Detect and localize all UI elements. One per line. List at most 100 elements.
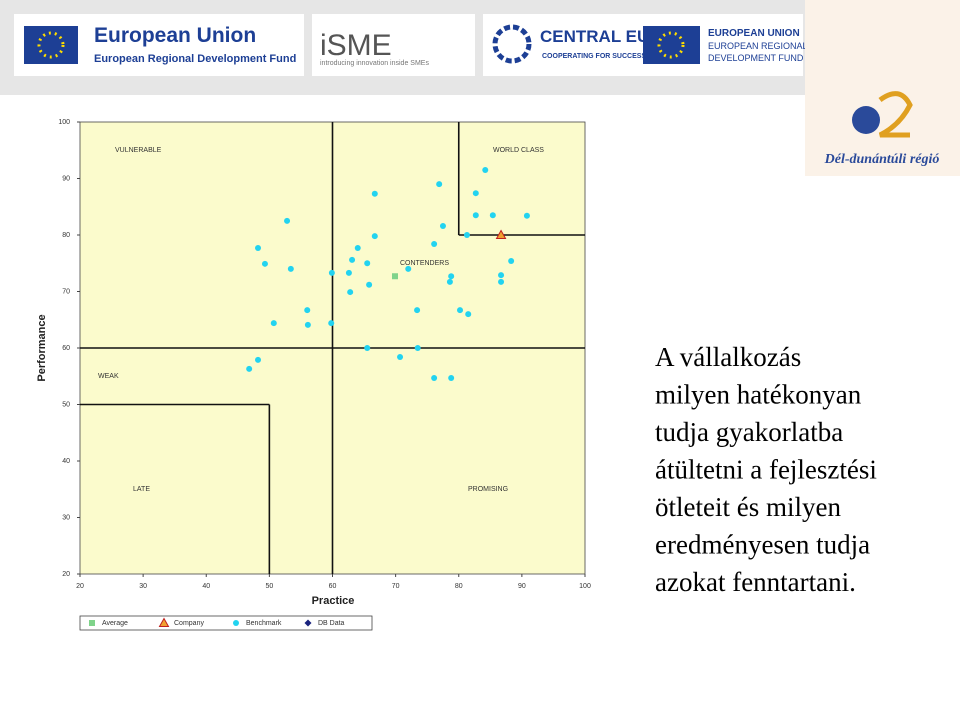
point xyxy=(304,321,311,328)
y-tick-label: 60 xyxy=(62,345,70,352)
logo-box xyxy=(312,14,475,76)
point xyxy=(371,233,378,240)
point xyxy=(482,167,489,174)
eu-stars xyxy=(657,31,685,59)
y-tick-label: 50 xyxy=(62,401,70,408)
point xyxy=(255,356,262,363)
legend-marker xyxy=(158,617,170,627)
ce-emblem xyxy=(492,24,532,64)
point xyxy=(364,260,371,267)
point xyxy=(347,289,354,296)
point xyxy=(431,374,438,381)
legend-label: Average xyxy=(102,620,128,627)
point xyxy=(345,269,352,276)
point xyxy=(349,256,356,263)
body-line: ötleteit és milyen xyxy=(655,492,841,522)
body-line: átültetni a fejlesztési xyxy=(655,455,877,485)
region-label: VULNERABLE xyxy=(115,147,162,154)
logo-title: European Union xyxy=(94,24,256,47)
x-tick-label: 40 xyxy=(202,583,210,590)
point xyxy=(448,273,455,280)
point xyxy=(436,181,443,188)
point xyxy=(465,311,472,318)
y-tick-label: 80 xyxy=(62,232,70,239)
y-tick-label: 40 xyxy=(62,458,70,465)
logo-title: iSME xyxy=(320,29,392,62)
logo-subtitle: COOPERATING FOR SUCCESS. xyxy=(542,53,648,60)
eu-stars xyxy=(37,31,65,59)
body-line: A vállalkozás xyxy=(655,342,801,372)
region-emblem xyxy=(852,106,880,134)
point xyxy=(472,190,479,197)
point xyxy=(498,272,505,279)
logo-text: DEVELOPMENT FUND xyxy=(708,53,804,63)
region-label: WEAK xyxy=(98,373,119,380)
y-tick-label: 20 xyxy=(62,571,70,578)
point xyxy=(287,265,294,272)
y-tick-label: 30 xyxy=(62,514,70,521)
x-tick-label: 60 xyxy=(329,583,337,590)
point xyxy=(270,320,277,327)
point xyxy=(414,345,421,351)
legend-label: Company xyxy=(174,620,204,627)
point xyxy=(255,244,262,251)
point xyxy=(489,212,496,219)
logo-text: EUROPEAN REGIONAL xyxy=(708,41,808,51)
legend-marker xyxy=(233,620,239,626)
body-line: eredményesen tudja xyxy=(655,530,870,560)
point xyxy=(523,212,530,219)
x-tick-label: 80 xyxy=(455,583,463,590)
point xyxy=(472,212,479,219)
x-axis-label: Practice xyxy=(312,595,355,607)
y-tick-label: 70 xyxy=(62,288,70,295)
body-text: A vállalkozás milyen hatékonyan tudja gyak… xyxy=(655,342,877,597)
region-label: CONTENDERS xyxy=(400,260,449,267)
point xyxy=(439,222,446,229)
x-tick-label: 50 xyxy=(265,583,273,590)
body-line: azokat fenntartani. xyxy=(655,567,856,597)
legend-marker xyxy=(89,620,95,626)
point xyxy=(391,273,398,280)
point xyxy=(463,232,470,238)
point xyxy=(495,229,507,239)
point xyxy=(446,278,453,285)
point xyxy=(328,269,335,276)
point xyxy=(284,217,291,224)
point xyxy=(354,244,361,251)
region-label: LATE xyxy=(133,486,150,493)
legend xyxy=(79,615,373,631)
logo-text: EUROPEAN UNION xyxy=(708,28,800,39)
x-tick-label: 90 xyxy=(518,583,526,590)
point xyxy=(405,265,412,272)
body-line: tudja gyakorlatba xyxy=(655,417,843,447)
region-emblem xyxy=(878,91,913,138)
body-line: milyen hatékonyan xyxy=(655,380,862,410)
legend-label: DB Data xyxy=(318,620,345,627)
legend-marker xyxy=(304,619,312,627)
point xyxy=(246,365,253,372)
region-name: Dél-dunántúli régió xyxy=(824,152,940,167)
point xyxy=(457,307,464,314)
x-tick-label: 70 xyxy=(392,583,400,590)
x-tick-label: 20 xyxy=(76,583,84,590)
point xyxy=(371,190,378,197)
x-tick-label: 30 xyxy=(139,583,147,590)
plot: 20 30 40 50 60 70 80 90 100 20 30 40 50 60 70 80 90 100 VU… xyxy=(58,119,591,627)
point xyxy=(304,307,311,314)
y-axis-label: Performance xyxy=(36,314,48,381)
point xyxy=(508,257,515,264)
y-tick-label: 100 xyxy=(58,119,70,126)
logo-subtitle: introducing innovation inside SMEs xyxy=(320,60,429,67)
point xyxy=(414,307,421,314)
point xyxy=(431,241,438,248)
region-label: WORLD CLASS xyxy=(493,147,544,154)
region-label: PROMISING xyxy=(468,486,508,493)
point xyxy=(448,374,455,381)
point xyxy=(366,281,373,288)
region-box xyxy=(805,0,960,176)
point xyxy=(328,320,335,327)
x-tick-label: 100 xyxy=(579,583,591,590)
logo-subtitle: European Regional Development Fund xyxy=(94,53,296,65)
point xyxy=(364,345,371,351)
